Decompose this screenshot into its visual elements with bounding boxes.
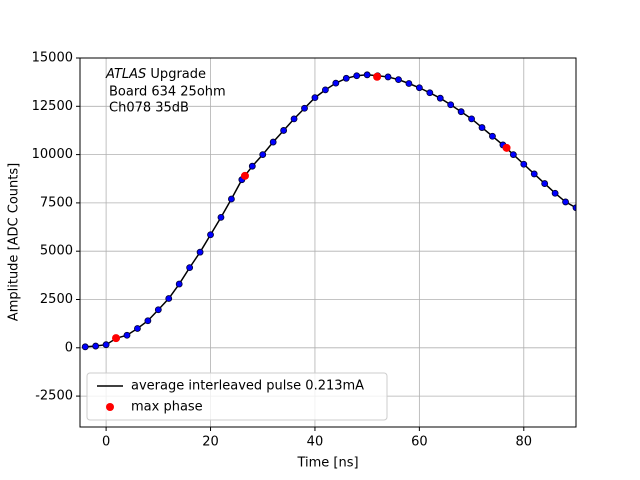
data-point bbox=[415, 84, 423, 92]
data-point bbox=[395, 76, 402, 84]
y-tick-label: 5000 bbox=[40, 244, 73, 259]
data-point bbox=[186, 264, 194, 272]
x-tick-label: 80 bbox=[516, 435, 533, 450]
data-point bbox=[457, 108, 465, 116]
data-point bbox=[290, 115, 298, 123]
data-point bbox=[321, 86, 329, 94]
legend-label: max phase bbox=[131, 400, 203, 415]
data-point bbox=[207, 231, 214, 239]
y-tick-label: 15000 bbox=[32, 51, 73, 66]
data-point bbox=[123, 331, 131, 339]
data-point bbox=[311, 94, 319, 102]
data-point bbox=[562, 198, 569, 206]
data-point bbox=[342, 74, 350, 82]
grid bbox=[80, 57, 576, 427]
data-point bbox=[175, 280, 183, 288]
annotation: ATLAS Upgrade bbox=[105, 67, 206, 82]
x-axis-label: Time [ns] bbox=[296, 456, 358, 471]
annotation-text: Upgrade bbox=[150, 67, 206, 82]
data-point bbox=[134, 325, 141, 332]
data-point bbox=[478, 124, 486, 131]
legend-label: average interleaved pulse 0.213mA bbox=[131, 379, 364, 394]
plot-area bbox=[81, 71, 576, 351]
data-point bbox=[81, 343, 89, 351]
legend: average interleaved pulse 0.213mA max pha… bbox=[86, 372, 388, 421]
data-point bbox=[426, 89, 434, 97]
x-tick-label: 0 bbox=[102, 435, 110, 450]
x-tick-label: 20 bbox=[202, 435, 219, 450]
data-point bbox=[332, 79, 340, 87]
data-point bbox=[363, 71, 371, 79]
data-point bbox=[301, 104, 308, 112]
legend-marker bbox=[106, 403, 114, 411]
data-point bbox=[530, 170, 538, 178]
data-point bbox=[269, 138, 277, 146]
y-tick-label: 10000 bbox=[32, 147, 73, 162]
y-tick-label: 2500 bbox=[40, 292, 73, 307]
y-axis-label: Amplitude [ADC Counts] bbox=[7, 163, 22, 321]
data-point bbox=[551, 189, 559, 197]
data-point bbox=[468, 115, 475, 123]
data-point bbox=[196, 248, 204, 256]
data-point bbox=[102, 341, 110, 349]
data-point bbox=[165, 295, 173, 302]
annotation-italic: ATLAS bbox=[105, 67, 146, 82]
data-point bbox=[384, 73, 392, 81]
max-phase-point bbox=[112, 334, 121, 343]
max-phase-point bbox=[502, 143, 511, 152]
data-point bbox=[248, 162, 256, 170]
data-point bbox=[228, 195, 235, 203]
ticks: 0 20 40 60 80 -2500 0 2500 5000 7500 10000 12500 150… bbox=[32, 51, 532, 450]
x-tick-label: 60 bbox=[411, 435, 428, 450]
y-tick-label: 7500 bbox=[40, 195, 73, 210]
data-point bbox=[259, 151, 267, 158]
data-point bbox=[353, 72, 361, 80]
data-point bbox=[405, 80, 413, 87]
max-phase-point bbox=[373, 72, 382, 81]
data-point bbox=[280, 127, 288, 134]
legend-box bbox=[86, 372, 388, 421]
y-tick-label: 12500 bbox=[32, 99, 73, 114]
y-tick-label: -2500 bbox=[35, 389, 73, 404]
data-point bbox=[447, 101, 455, 109]
max-phase-point bbox=[240, 171, 249, 180]
data-point bbox=[436, 94, 444, 102]
data-point bbox=[489, 132, 496, 140]
annotation: Board 634 25ohm bbox=[109, 85, 226, 100]
axes-frame bbox=[79, 57, 577, 428]
data-point bbox=[520, 160, 528, 168]
data-point bbox=[144, 317, 152, 325]
data-point bbox=[217, 213, 225, 221]
data-point bbox=[92, 342, 100, 350]
data-point bbox=[541, 180, 549, 187]
data-point bbox=[509, 151, 517, 158]
data-point bbox=[154, 306, 162, 314]
x-tick-label: 40 bbox=[307, 435, 324, 450]
y-tick-label: 0 bbox=[65, 340, 73, 355]
annotation: Ch078 35dB bbox=[109, 101, 189, 116]
data-point bbox=[572, 204, 576, 212]
